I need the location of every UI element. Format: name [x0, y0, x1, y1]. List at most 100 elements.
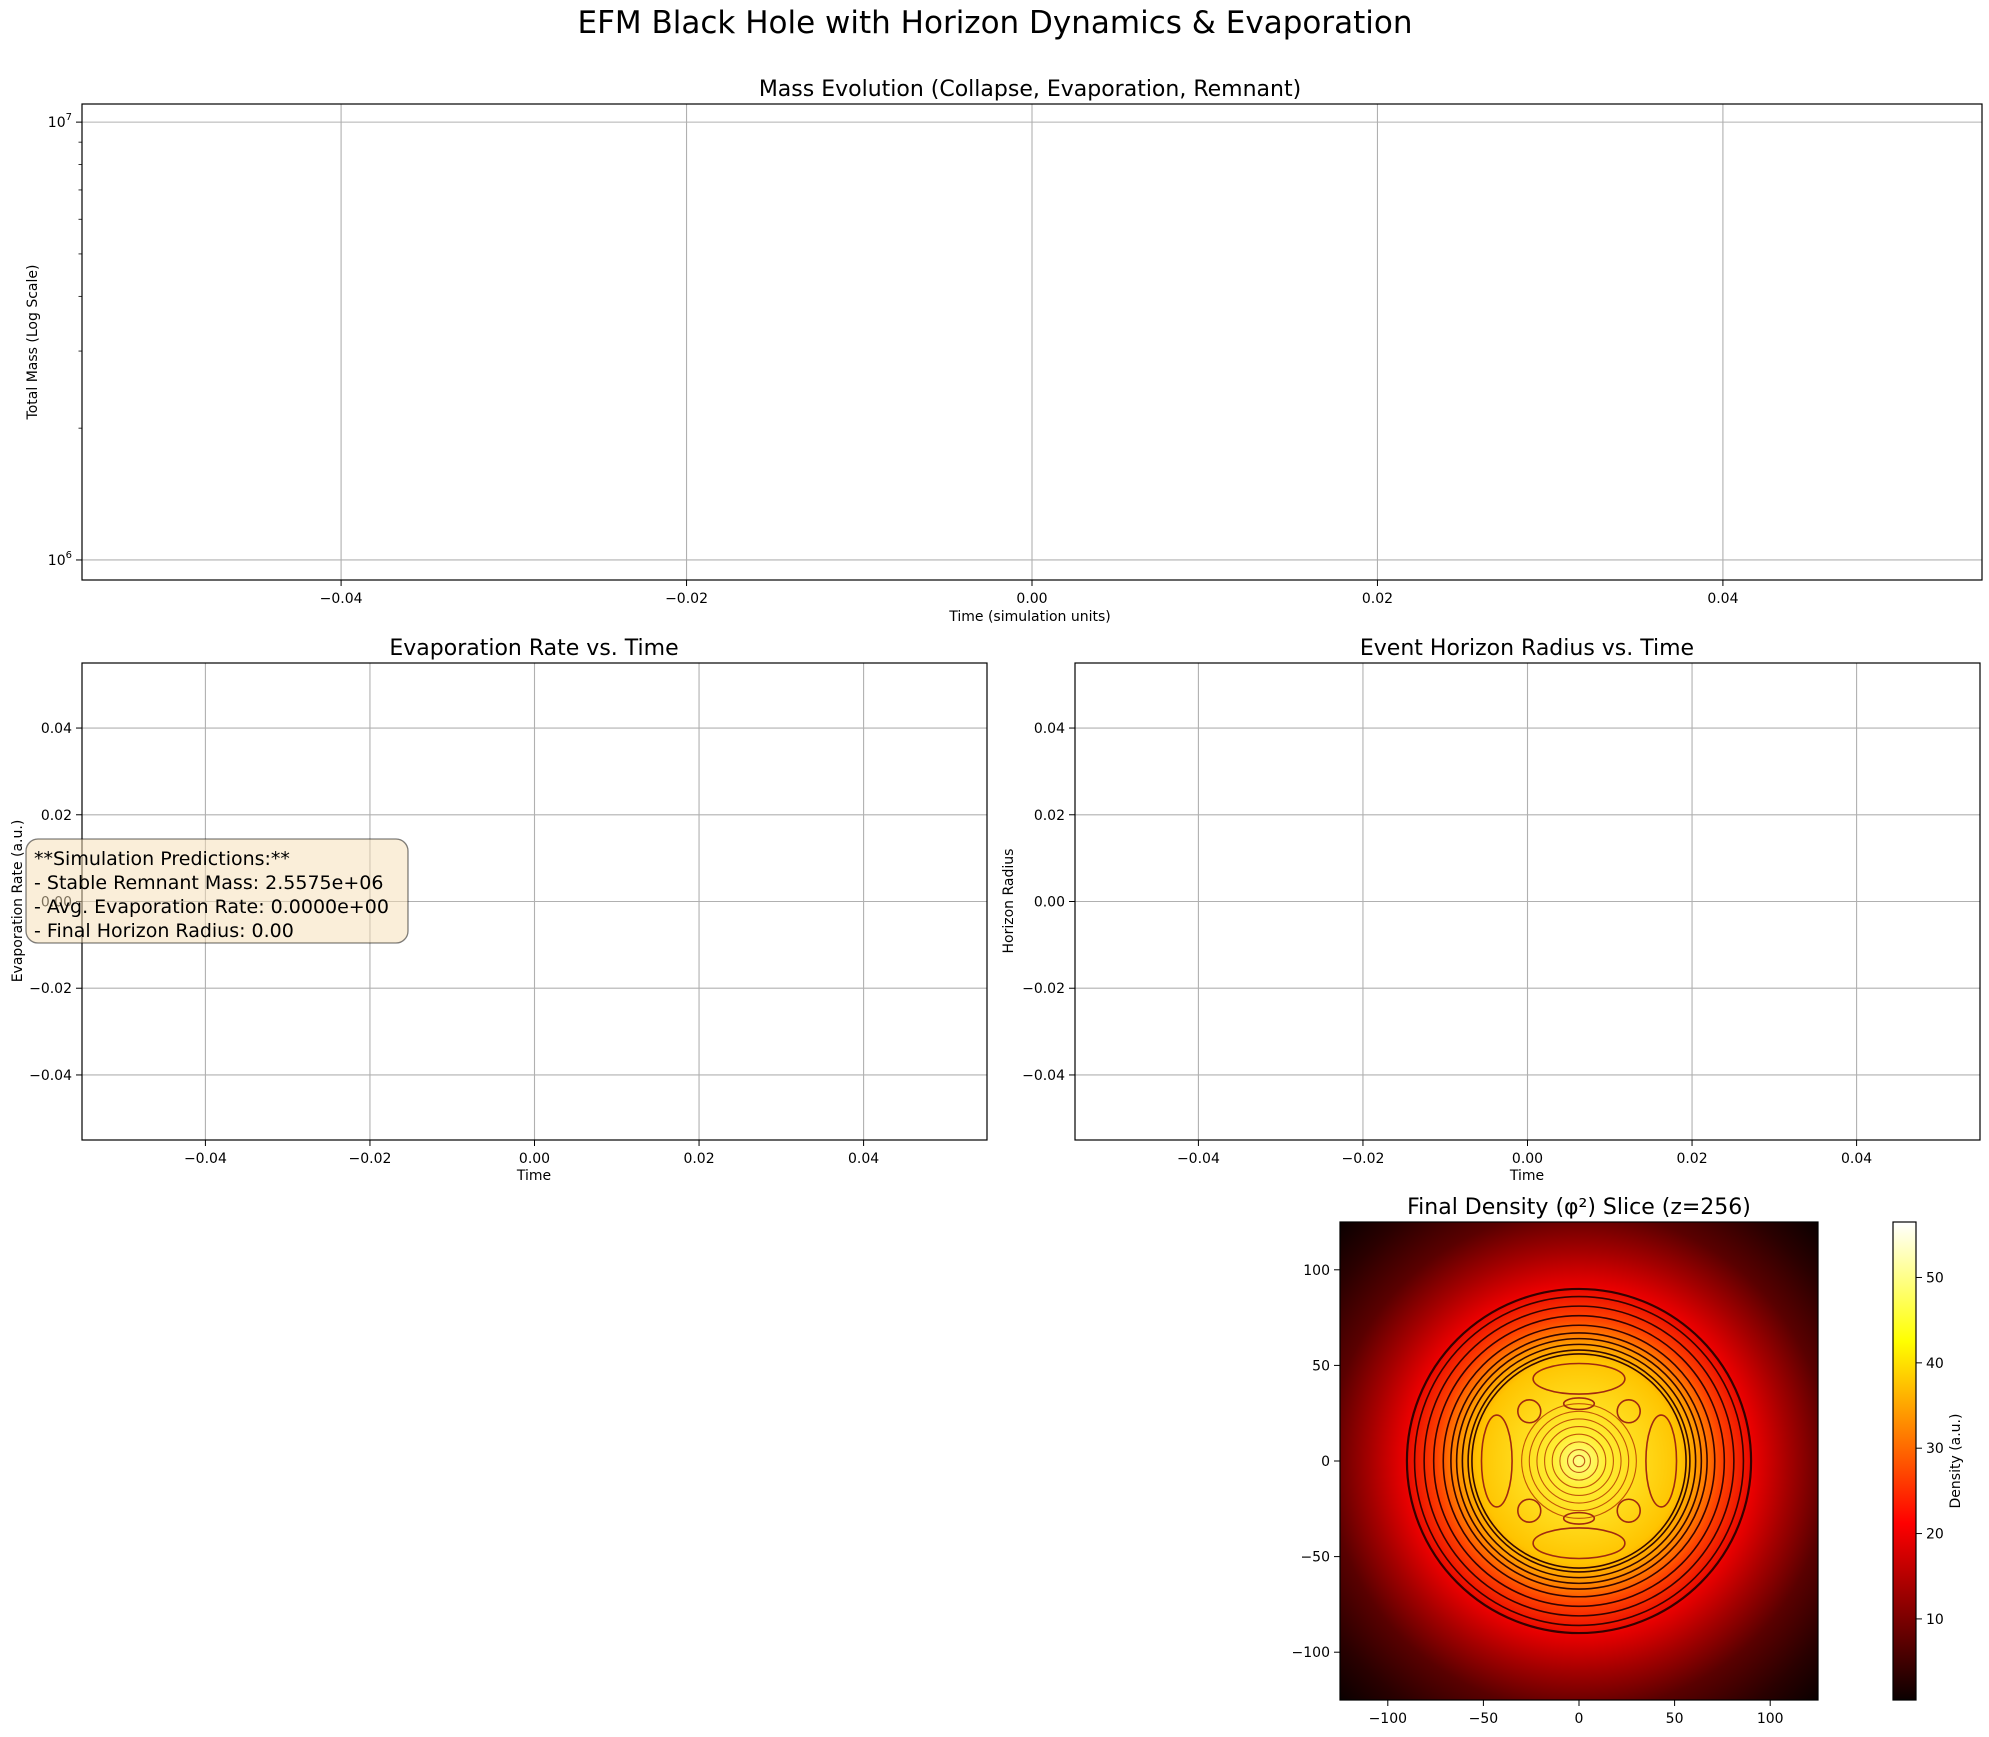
tick-label-y: −50: [1300, 1550, 1330, 1566]
tick-label-x: −100: [1369, 1711, 1407, 1727]
tick-label-x: 0.02: [1362, 591, 1393, 607]
mass-chart-title: Mass Evolution (Collapse, Evaporation, R…: [759, 77, 1301, 102]
contour-blob: [1616, 1399, 1641, 1424]
horizon-chart-grid: [1075, 663, 1980, 1140]
tick-label-x: 0.02: [683, 1151, 714, 1167]
contour-blob: [1517, 1399, 1542, 1424]
tick-label-y: −100: [1292, 1645, 1330, 1661]
annotation-line-2: - Stable Remnant Mass: 2.5575e+06: [34, 872, 383, 894]
horizon-chart-ticks: −0.04 −0.02 0.00 0.02 0.04 0.04 0.02 0.00 −0.02 −…: [1022, 721, 1872, 1167]
tick-label-x: 0.04: [1707, 591, 1738, 607]
tick-label-x: 0.00: [1016, 591, 1047, 607]
annotation-line-1: **Simulation Predictions:**: [34, 848, 290, 870]
tick-label-x: −0.02: [665, 591, 708, 607]
colorbar-gradient: [1892, 1221, 1917, 1701]
contour-ring: [1528, 1410, 1630, 1512]
tick-label-y: 50: [1312, 1358, 1330, 1374]
contour-blob: [1480, 1414, 1513, 1508]
horizon-chart-title: Event Horizon Radius vs. Time: [1360, 636, 1694, 661]
tick-label-x: 0.04: [1841, 1151, 1872, 1167]
evaporation-chart-ticks: −0.04−0.020.000.020.040.040.020.00−0.02−…: [29, 721, 879, 1167]
tick-label-y: 0.04: [1034, 721, 1065, 737]
colorbar-label: Density (a.u.): [1948, 1414, 1964, 1509]
contour-blob: [1532, 1362, 1626, 1395]
annotation-line-3: - Avg. Evaporation Rate: 0.0000e+00: [34, 896, 389, 918]
annotation-box: [25, 838, 409, 944]
mass-chart-xlabel: Time (simulation units): [948, 609, 1111, 625]
horizon-chart-xlabel: Time: [1509, 1168, 1544, 1184]
contour-ring: [1467, 1349, 1691, 1573]
mass-chart-ylabel: Total Mass (Log Scale): [25, 265, 41, 421]
contour-ring: [1413, 1295, 1745, 1627]
tick-label-x: −0.02: [1342, 1151, 1385, 1167]
density-heatmap: Final Density (φ²) Slice (z=256) −100 −50…: [1292, 1195, 1819, 1727]
contour-blob: [1562, 1511, 1596, 1525]
contour-ring: [1536, 1418, 1622, 1504]
contour-ring: [1423, 1305, 1735, 1617]
tick-label-y: −0.02: [1022, 981, 1065, 997]
tick-label-y: −0.04: [29, 1068, 72, 1084]
tick-label-exponent: 6: [66, 550, 72, 561]
tick-label-y: 0.02: [41, 808, 72, 824]
evaporation-chart-xlabel: Time: [516, 1168, 551, 1184]
tick-label-base: 10: [48, 115, 66, 131]
contour-ring: [1572, 1454, 1586, 1468]
tick-label-x: −0.04: [1177, 1151, 1220, 1167]
tick-label-y: 106: [48, 550, 72, 569]
tick-label-x: 0.02: [1676, 1151, 1707, 1167]
contour-blob: [1645, 1414, 1678, 1508]
contour-ring: [1450, 1332, 1708, 1590]
contour-ring: [1455, 1337, 1703, 1585]
tick-label-x: 0: [1575, 1711, 1584, 1727]
tick-label-x: −0.04: [320, 591, 363, 607]
tick-label-base: 10: [48, 553, 66, 569]
colorbar: 10 20 30 40 50 Density (a.u.): [1892, 1221, 1964, 1701]
evaporation-chart-ylabel: Evaporation Rate (a.u.): [10, 820, 26, 983]
horizon-radius-chart: Event Horizon Radius vs. Time −0.04 −0.02…: [1001, 636, 1981, 1184]
colorbar-ticks: 10 20 30 40 50: [1916, 1270, 1944, 1628]
tick-label-x: −50: [1469, 1711, 1499, 1727]
tick-label-y: 0: [1321, 1454, 1330, 1470]
heatmap-ticks: −100 −50 0 50 100 100 50 0 −50 −100: [1292, 1263, 1784, 1727]
contour-blob: [1616, 1498, 1641, 1523]
tick-label-y: 107: [48, 112, 72, 131]
contour-ring: [1405, 1287, 1753, 1635]
tick-label-y: 0.00: [1034, 895, 1065, 911]
contour-blob: [1562, 1397, 1596, 1411]
contour-ring: [1559, 1441, 1599, 1481]
figure-suptitle: EFM Black Hole with Horizon Dynamics & E…: [577, 5, 1412, 41]
contour-ring: [1566, 1448, 1592, 1474]
tick-label-x: 100: [1757, 1711, 1784, 1727]
evaporation-rate-chart: Evaporation Rate vs. Time −0.04 −0.02 0.00…: [10, 636, 988, 1184]
mass-chart-grid: [82, 104, 1982, 580]
tick-label-y: −0.02: [29, 981, 72, 997]
horizon-chart-ylabel: Horizon Radius: [1001, 849, 1017, 954]
contour-ring: [1521, 1403, 1637, 1519]
heatmap-image: [1340, 1222, 1818, 1700]
colorbar-tick-label: 20: [1926, 1527, 1944, 1543]
heatmap-contours: [1405, 1287, 1753, 1635]
colorbar-tick-label: 30: [1926, 1441, 1944, 1457]
tick-label-y: −0.04: [1022, 1068, 1065, 1084]
tick-label-x: 50: [1666, 1711, 1684, 1727]
tick-label-y: 0.02: [1034, 808, 1065, 824]
tick-label-y: 100: [1303, 1263, 1330, 1279]
contour-ring: [1551, 1433, 1607, 1489]
evaporation-chart-title: Evaporation Rate vs. Time: [389, 636, 678, 661]
tick-label-x: −0.02: [349, 1151, 392, 1167]
colorbar-tick-label: 10: [1926, 1612, 1944, 1628]
tick-label-y: 0.04: [41, 721, 72, 737]
tick-label-x: −0.04: [184, 1151, 227, 1167]
heatmap-title: Final Density (φ²) Slice (z=256): [1407, 1195, 1751, 1220]
colorbar-tick-label: 50: [1926, 1270, 1944, 1286]
contour-blob: [1532, 1527, 1626, 1560]
mass-evolution-chart: Mass Evolution (Collapse, Evaporation, R…: [25, 77, 1983, 625]
contour-ring: [1442, 1324, 1716, 1598]
contour-ring: [1461, 1343, 1697, 1579]
contour-ring: [1544, 1426, 1614, 1496]
tick-label-exponent: 7: [66, 112, 72, 123]
predictions-annotation: **Simulation Predictions:** - Stable Rem…: [25, 838, 409, 944]
annotation-line-4: - Final Horizon Radius: 0.00: [34, 920, 294, 942]
contour-ring: [1471, 1353, 1687, 1569]
